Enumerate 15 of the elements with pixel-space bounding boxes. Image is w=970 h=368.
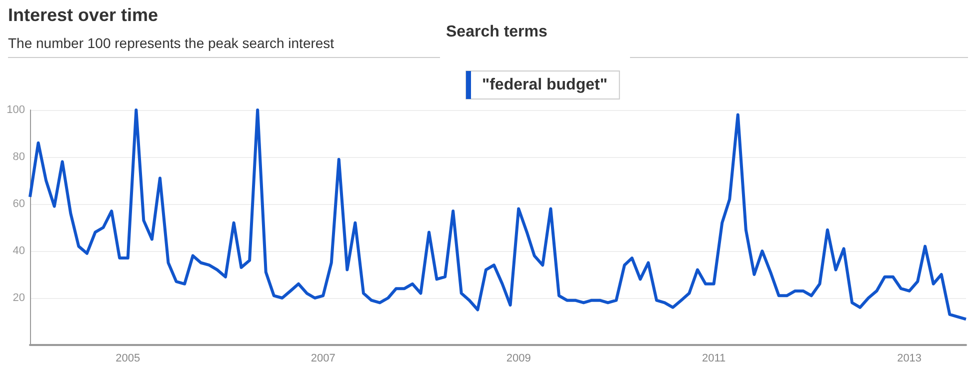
line-series [28, 108, 968, 321]
x-tick-label: 2007 [310, 352, 336, 364]
y-tick-label: 20 [12, 292, 25, 304]
chart-subtitle: The number 100 represents the peak search interest [8, 35, 334, 51]
y-tick-label: 100 [6, 104, 25, 116]
x-tick-label: 2005 [116, 352, 140, 364]
y-tick-label: 60 [12, 198, 25, 210]
y-tick-label: 40 [12, 245, 25, 257]
y-tick-label: 80 [12, 151, 25, 163]
x-tick-label: 2013 [897, 352, 922, 364]
legend-label: "federal budget" [482, 76, 608, 94]
legend-title: Search terms [446, 24, 548, 40]
x-tick-label: 2009 [506, 352, 531, 364]
x-tick-label: 2011 [702, 352, 726, 364]
chart-title: Interest over time [8, 5, 158, 25]
